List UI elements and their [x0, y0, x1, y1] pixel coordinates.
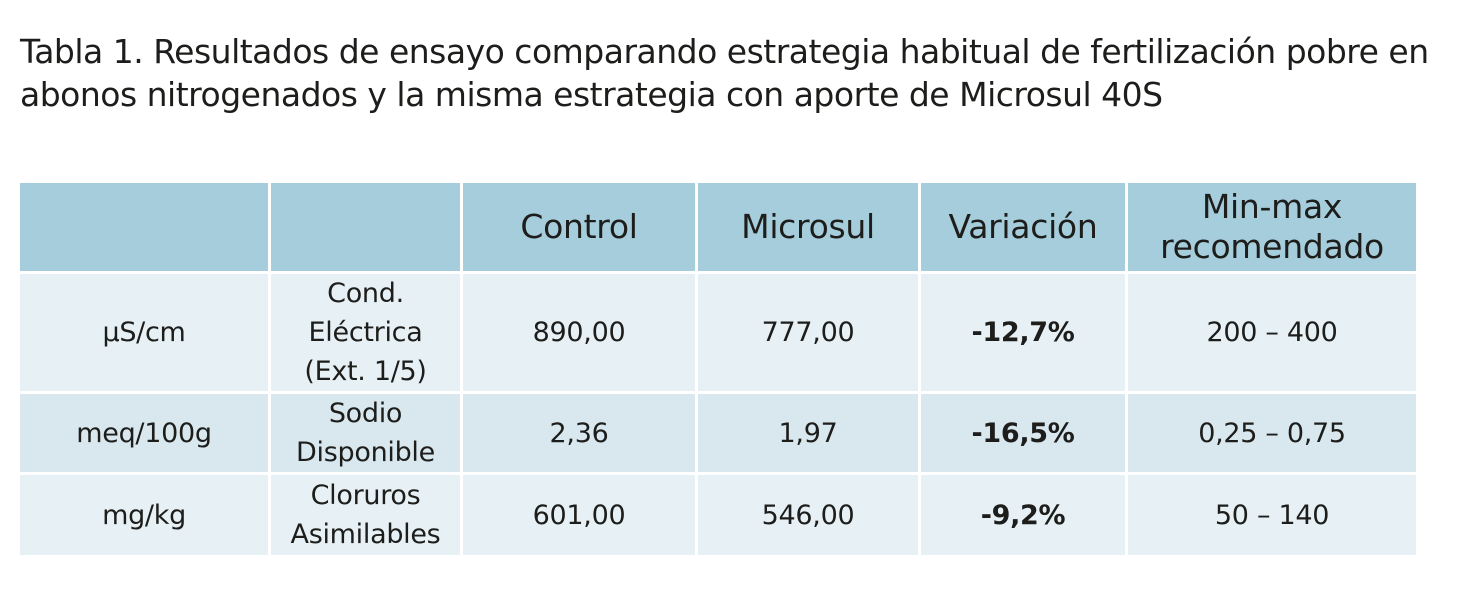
- table-header-row: Control Microsul Variación Min-max recom…: [20, 183, 1416, 271]
- table-row: µS/cm Cond. Eléctrica (Ext. 1/5) 890,00 …: [20, 274, 1416, 391]
- cell-control: 2,36: [463, 394, 695, 472]
- table-caption: Tabla 1. Resultados de ensayo comparando…: [20, 32, 1429, 114]
- header-unit: [20, 183, 268, 271]
- cell-range: 0,25 – 0,75: [1128, 394, 1416, 472]
- cell-range: 50 – 140: [1128, 475, 1416, 555]
- cell-control: 890,00: [463, 274, 695, 391]
- cell-parameter: Sodio Disponible: [271, 394, 460, 472]
- results-table: Control Microsul Variación Min-max recom…: [17, 180, 1419, 558]
- header-variation: Variación: [921, 183, 1125, 271]
- table-row: meq/100g Sodio Disponible 2,36 1,97 -16,…: [20, 394, 1416, 472]
- table-row: mg/kg Cloruros Asimilables 601,00 546,00…: [20, 475, 1416, 555]
- cell-variation: -16,5%: [921, 394, 1125, 472]
- cell-parameter: Cloruros Asimilables: [271, 475, 460, 555]
- header-parameter: [271, 183, 460, 271]
- cell-variation: -9,2%: [921, 475, 1125, 555]
- cell-control: 601,00: [463, 475, 695, 555]
- cell-microsul: 777,00: [698, 274, 918, 391]
- cell-microsul: 546,00: [698, 475, 918, 555]
- cell-unit: meq/100g: [20, 394, 268, 472]
- cell-unit: mg/kg: [20, 475, 268, 555]
- header-min-max: Min-max recomendado: [1128, 183, 1416, 271]
- cell-unit: µS/cm: [20, 274, 268, 391]
- header-microsul: Microsul: [698, 183, 918, 271]
- cell-parameter: Cond. Eléctrica (Ext. 1/5): [271, 274, 460, 391]
- cell-variation: -12,7%: [921, 274, 1125, 391]
- cell-range: 200 – 400: [1128, 274, 1416, 391]
- header-control: Control: [463, 183, 695, 271]
- cell-microsul: 1,97: [698, 394, 918, 472]
